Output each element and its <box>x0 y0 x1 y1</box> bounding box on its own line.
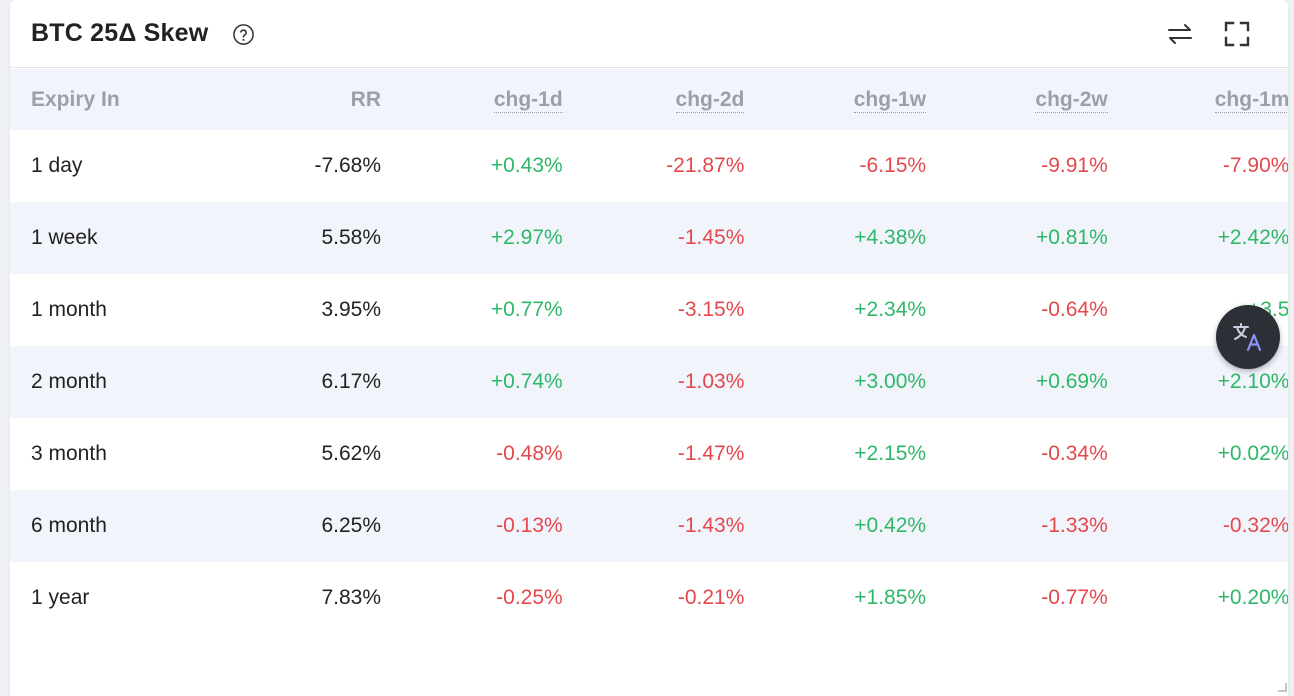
table-row: 1 week 5.58% +2.97% -1.45% +4.38% +0.81% +2.42… <box>10 202 1288 274</box>
cell-chg-1d: -0.48% <box>496 442 563 465</box>
help-icon[interactable] <box>232 23 255 46</box>
cell-chg-1m: -0.32% <box>1222 514 1288 537</box>
column-header-rr[interactable]: RR <box>350 87 381 111</box>
cell-chg-1d: -0.25% <box>496 586 563 609</box>
column-header-chg-1d-label: chg-1d <box>493 87 563 113</box>
cell-expiry: 1 week <box>31 226 98 249</box>
cell-chg-2d: -0.21% <box>677 586 745 609</box>
cell-chg-1d: +0.74% <box>490 370 563 393</box>
card-title: BTC 25Δ Skew <box>31 19 209 47</box>
cell-rr: 6.17% <box>321 370 381 393</box>
fullscreen-icon[interactable] <box>1224 21 1250 47</box>
cell-expiry: 1 month <box>31 298 107 321</box>
cell-chg-2d: -21.87% <box>666 154 745 177</box>
column-header-chg-2w[interactable]: chg-2w <box>943 69 1125 130</box>
column-header-chg-1m-label: chg-1m <box>1214 87 1288 113</box>
column-header-chg-1d[interactable]: chg-1d <box>398 69 580 130</box>
cell-expiry: 1 year <box>31 586 90 609</box>
cell-chg-2d: -1.03% <box>677 370 745 393</box>
cell-rr: 5.58% <box>321 226 381 249</box>
table-body: 1 day -7.68% +0.43% -21.87% -6.15% -9.91% -7.9… <box>10 130 1288 634</box>
resize-handle-icon[interactable] <box>1277 682 1287 692</box>
cell-expiry: 2 month <box>31 370 107 393</box>
table-row: 1 month 3.95% +0.77% -3.15% +2.34% -0.64% +3.5 <box>10 274 1288 346</box>
cell-chg-1d: +0.77% <box>490 298 563 321</box>
card-header: BTC 25Δ Skew <box>10 0 1288 68</box>
skew-card: BTC 25Δ Skew Expiry In RR chg-1d chg-2d … <box>10 0 1288 696</box>
cell-chg-1w: +4.38% <box>854 226 927 249</box>
table-header-row: Expiry In RR chg-1d chg-2d chg-1w chg-2w… <box>10 69 1288 130</box>
cell-expiry: 3 month <box>31 442 107 465</box>
column-header-chg-1w[interactable]: chg-1w <box>761 69 943 130</box>
cell-chg-1d: +2.97% <box>490 226 563 249</box>
cell-rr: 3.95% <box>321 298 381 321</box>
swap-arrows-icon[interactable] <box>1166 20 1194 48</box>
column-header-chg-2d[interactable]: chg-2d <box>580 69 762 130</box>
translate-button[interactable] <box>1216 305 1280 369</box>
cell-chg-1w: +3.00% <box>854 370 927 393</box>
cell-expiry: 1 day <box>31 154 83 177</box>
cell-rr: 6.25% <box>321 514 381 537</box>
cell-chg-1w: +2.34% <box>854 298 927 321</box>
cell-chg-2w: -0.64% <box>1041 298 1108 321</box>
cell-chg-2w: -0.34% <box>1041 442 1108 465</box>
cell-chg-1w: +0.42% <box>854 514 927 537</box>
column-header-chg-2w-label: chg-2w <box>1035 87 1108 113</box>
cell-chg-2d: -3.15% <box>677 298 745 321</box>
cell-chg-1w: +2.15% <box>854 442 927 465</box>
table-row: 6 month 6.25% -0.13% -1.43% +0.42% -1.33% -0.3… <box>10 490 1288 562</box>
cell-expiry: 6 month <box>31 514 107 537</box>
cell-chg-2w: -0.77% <box>1041 586 1108 609</box>
column-header-chg-1m[interactable]: chg-1m <box>1125 69 1288 130</box>
cell-chg-2w: +0.81% <box>1035 226 1108 249</box>
cell-chg-2w: -9.91% <box>1041 154 1108 177</box>
table-row: 3 month 5.62% -0.48% -1.47% +2.15% -0.34% +0.0… <box>10 418 1288 490</box>
cell-rr: -7.68% <box>314 154 381 177</box>
table-row: 2 month 6.17% +0.74% -1.03% +3.00% +0.69% +2.1… <box>10 346 1288 418</box>
cell-chg-1d: -0.13% <box>496 514 563 537</box>
cell-chg-1m: -7.90% <box>1222 154 1288 177</box>
cell-rr: 5.62% <box>321 442 381 465</box>
cell-chg-2d: -1.47% <box>677 442 745 465</box>
cell-chg-1d: +0.43% <box>490 154 563 177</box>
cell-chg-1w: +1.85% <box>854 586 927 609</box>
cell-chg-2w: +0.69% <box>1035 370 1108 393</box>
column-header-chg-2d-label: chg-2d <box>675 87 745 113</box>
column-header-expiry[interactable]: Expiry In <box>31 87 120 111</box>
skew-table: Expiry In RR chg-1d chg-2d chg-1w chg-2w… <box>10 69 1288 634</box>
table-row: 1 day -7.68% +0.43% -21.87% -6.15% -9.91% -7.9… <box>10 130 1288 202</box>
cell-chg-2w: -1.33% <box>1041 514 1108 537</box>
translate-icon <box>1233 323 1262 352</box>
table-row: 1 year 7.83% -0.25% -0.21% +1.85% -0.77% +0.20… <box>10 562 1288 634</box>
cell-chg-1m: +2.42% <box>1217 226 1288 249</box>
cell-chg-2d: -1.43% <box>677 514 745 537</box>
cell-chg-1w: -6.15% <box>859 154 927 177</box>
column-header-chg-1w-label: chg-1w <box>853 87 927 113</box>
cell-chg-2d: -1.45% <box>677 226 745 249</box>
cell-chg-1m: +0.20% <box>1217 586 1288 609</box>
cell-chg-1m: +2.10% <box>1217 370 1288 393</box>
cell-chg-1m: +0.02% <box>1217 442 1288 465</box>
cell-rr: 7.83% <box>321 586 381 609</box>
